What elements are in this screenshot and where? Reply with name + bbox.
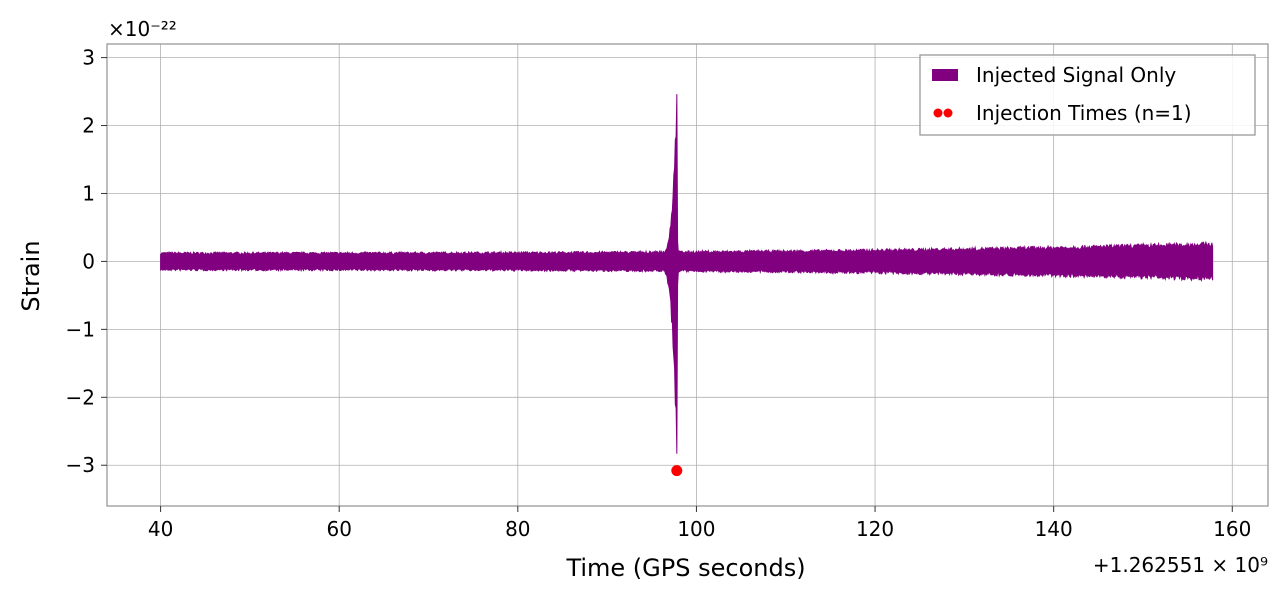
- y-axis-label: Strain: [17, 240, 45, 311]
- x-tick-label: 40: [148, 517, 173, 541]
- x-tick-label: 60: [326, 517, 351, 541]
- legend-label-signal: Injected Signal Only: [976, 63, 1176, 87]
- y-tick-label: −1: [66, 317, 95, 341]
- x-tick-label: 160: [1213, 517, 1251, 541]
- y-tick-label: −2: [66, 385, 95, 409]
- y-scale-factor: ×10⁻²²: [108, 17, 177, 41]
- y-tick-label: 3: [82, 46, 95, 70]
- y-tick-label: 2: [82, 114, 95, 138]
- x-axis-label: Time (GPS seconds): [565, 554, 805, 582]
- injection-time-marker: [671, 465, 683, 477]
- injected-signal-series: [160, 94, 1214, 454]
- legend-marker-injection-1: [933, 108, 943, 118]
- y-axis-ticks: 3 2 1 0 −1 −2 −3: [66, 46, 107, 477]
- y-tick-label: 1: [82, 181, 95, 205]
- x-tick-label: 140: [1035, 517, 1073, 541]
- legend-swatch-signal: [932, 69, 958, 81]
- y-tick-label: 0: [82, 249, 95, 273]
- x-tick-label: 120: [856, 517, 894, 541]
- legend-label-injection: Injection Times (n=1): [976, 101, 1192, 125]
- y-tick-label: −3: [66, 453, 95, 477]
- x-offset-label: +1.262551 × 10⁹: [1093, 553, 1268, 577]
- x-axis-ticks: 40 60 80 100 120 140 160: [148, 506, 1251, 541]
- legend-box: [919, 54, 1256, 136]
- x-tick-label: 100: [677, 517, 715, 541]
- plot-frame: [106, 43, 1269, 507]
- legend: Injected Signal Only Injection Times (n=…: [919, 54, 1256, 136]
- x-tick-label: 80: [505, 517, 530, 541]
- series-layer: [160, 94, 1214, 477]
- legend-marker-injection-2: [943, 108, 953, 118]
